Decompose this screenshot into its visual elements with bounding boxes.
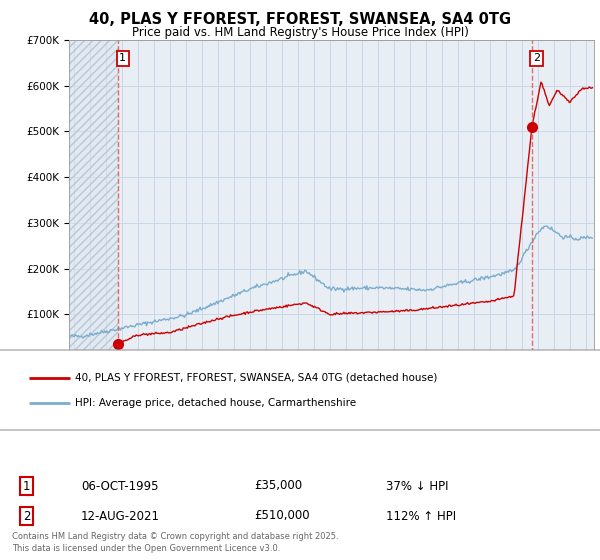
Text: Price paid vs. HM Land Registry's House Price Index (HPI): Price paid vs. HM Land Registry's House …: [131, 26, 469, 39]
Text: 06-OCT-1995: 06-OCT-1995: [81, 479, 158, 492]
Text: Contains HM Land Registry data © Crown copyright and database right 2025.
This d: Contains HM Land Registry data © Crown c…: [12, 532, 338, 553]
Text: £35,000: £35,000: [254, 479, 302, 492]
Text: 12-AUG-2021: 12-AUG-2021: [81, 510, 160, 522]
Text: £510,000: £510,000: [254, 510, 310, 522]
Text: 40, PLAS Y FFOREST, FFOREST, SWANSEA, SA4 0TG (detached house): 40, PLAS Y FFOREST, FFOREST, SWANSEA, SA…: [76, 372, 438, 382]
Text: 40, PLAS Y FFOREST, FFOREST, SWANSEA, SA4 0TG: 40, PLAS Y FFOREST, FFOREST, SWANSEA, SA…: [89, 12, 511, 27]
Text: 2: 2: [23, 510, 30, 522]
Bar: [69, 40, 118, 360]
FancyBboxPatch shape: [0, 350, 600, 430]
Text: 112% ↑ HPI: 112% ↑ HPI: [386, 510, 457, 522]
Text: 37% ↓ HPI: 37% ↓ HPI: [386, 479, 449, 492]
Text: HPI: Average price, detached house, Carmarthenshire: HPI: Average price, detached house, Carm…: [76, 398, 356, 408]
Text: 1: 1: [23, 479, 30, 492]
Text: 1: 1: [119, 53, 126, 63]
Bar: [69, 40, 118, 360]
Text: 2: 2: [533, 53, 540, 63]
